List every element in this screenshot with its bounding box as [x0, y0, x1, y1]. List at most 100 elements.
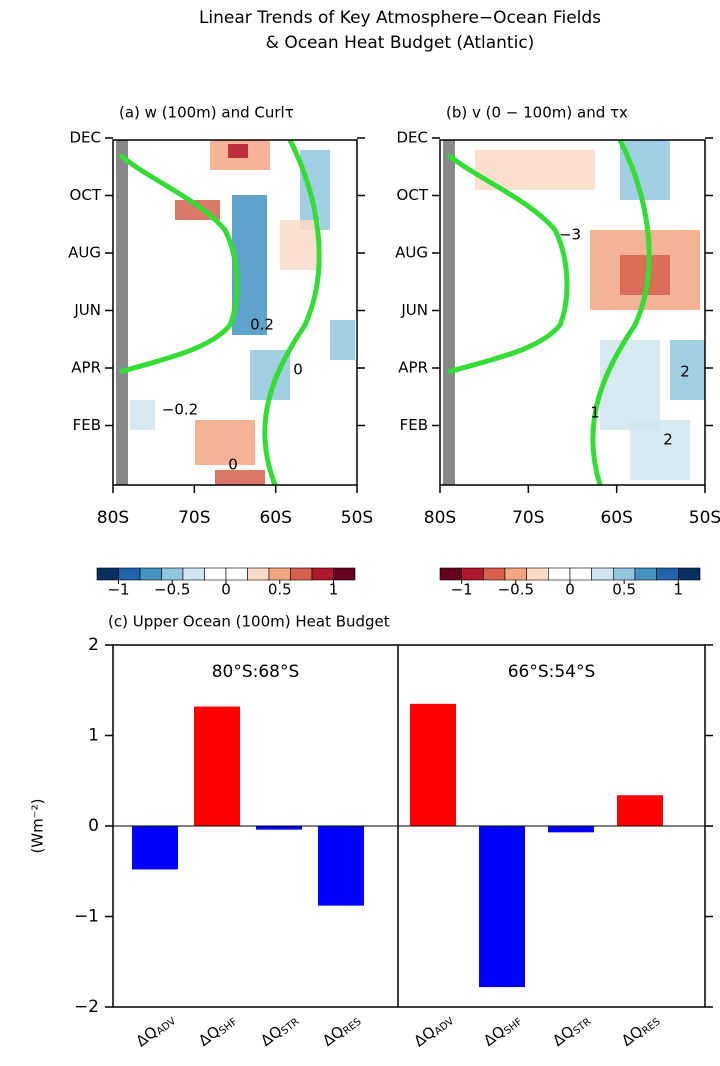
- contour-label: −3: [559, 226, 581, 244]
- category-subscript: ADV: [433, 1016, 457, 1038]
- title-line: Linear Trends of Key Atmosphere−Ocean Fi…: [199, 8, 601, 28]
- colorbar-cell: [504, 567, 527, 581]
- land-mask: [443, 140, 455, 485]
- colorbar-cell: [526, 567, 549, 581]
- category-subscript: RES: [341, 1016, 363, 1037]
- colorbar-cell: [591, 567, 614, 581]
- field-patch: [670, 340, 705, 400]
- x-tick-label: 50S: [341, 508, 373, 528]
- colorbar-cell: [247, 567, 270, 581]
- contour-label: −0.2: [162, 401, 198, 419]
- bar: [479, 826, 525, 988]
- y-tick-label: −1: [74, 907, 99, 927]
- field-patch: [620, 140, 670, 200]
- bar: [410, 703, 456, 826]
- colorbar-cell: [333, 567, 356, 581]
- bar: [617, 795, 663, 826]
- colorbar-label: 0: [565, 581, 575, 599]
- colorbar-cell: [548, 567, 571, 581]
- bar: [548, 826, 594, 833]
- contour-label: 2: [680, 363, 690, 381]
- y-tick-label: APR: [71, 359, 101, 377]
- bar: [132, 826, 178, 870]
- panel-title: (c) Upper Ocean (100m) Heat Budget: [108, 613, 390, 631]
- category-subscript: STR: [571, 1016, 593, 1037]
- category-symbol: ΔQ: [480, 1022, 508, 1050]
- colorbar-label: 0: [221, 581, 231, 599]
- category-symbol: ΔQ: [319, 1022, 347, 1050]
- colorbar-cell: [461, 567, 484, 581]
- ice-edge-line: [590, 138, 652, 486]
- y-tick-label: 1: [88, 726, 99, 746]
- x-tick-label: ΔQSHF: [195, 1010, 240, 1051]
- title-line: & Ocean Heat Budget (Atlantic): [266, 33, 535, 53]
- category-subscript: SHF: [502, 1016, 524, 1037]
- colorbar-cell: [290, 567, 313, 581]
- category-symbol: ΔQ: [195, 1022, 223, 1050]
- x-tick-label: ΔQSTR: [257, 1010, 302, 1051]
- colorbar-cell: [634, 567, 657, 581]
- x-tick-label: 70S: [512, 508, 544, 528]
- x-tick-label: 80S: [424, 508, 456, 528]
- subpanel-title: 66°S:54°S: [508, 662, 596, 682]
- bar: [256, 826, 302, 830]
- colorbar-cell: [268, 567, 291, 581]
- colorbar-cell: [311, 567, 334, 581]
- y-tick-label: OCT: [397, 186, 429, 204]
- ice-edge-line: [118, 153, 240, 375]
- y-tick-label: JUN: [73, 301, 101, 319]
- category-subscript: SHF: [217, 1016, 239, 1037]
- y-tick-label: OCT: [70, 186, 102, 204]
- contour-label: 1: [590, 404, 600, 422]
- x-tick-label: 60S: [259, 508, 291, 528]
- x-tick-label: ΔQSHF: [480, 1010, 525, 1051]
- y-tick-label: 2: [88, 635, 99, 655]
- x-tick-label: ΔQADV: [410, 1009, 456, 1051]
- y-tick-label: JUN: [400, 301, 428, 319]
- category-symbol: ΔQ: [410, 1022, 438, 1050]
- category-symbol: ΔQ: [549, 1022, 577, 1050]
- x-tick-label: ΔQADV: [132, 1009, 178, 1051]
- category-subscript: RES: [640, 1016, 662, 1037]
- colorbar-label: −1: [451, 581, 473, 599]
- colorbar-cell: [118, 567, 141, 581]
- y-tick-label: −2: [74, 997, 99, 1017]
- field-patch: [215, 470, 265, 485]
- field-patch: [600, 340, 660, 430]
- x-tick-label: ΔQRES: [319, 1010, 364, 1051]
- y-tick-label: AUG: [395, 244, 428, 262]
- panel-title: (a) w (100m) and Curlτ: [119, 104, 294, 122]
- contour-label: 0.2: [250, 316, 274, 334]
- category-symbol: ΔQ: [132, 1022, 160, 1050]
- colorbar-label: 0.5: [612, 581, 636, 599]
- y-tick-label: AUG: [68, 244, 101, 262]
- plot-frame: [112, 644, 706, 1008]
- colorbar-cell: [204, 567, 227, 581]
- colorbar-cell: [483, 567, 506, 581]
- y-axis-label: (Wm⁻²): [29, 798, 47, 853]
- panel-title: (b) v (0 − 100m) and τx: [446, 104, 628, 122]
- colorbar-cell: [439, 567, 462, 581]
- x-tick-label: 80S: [97, 508, 129, 528]
- colorbar-label: −0.5: [154, 581, 190, 599]
- y-tick-label: APR: [398, 359, 428, 377]
- colorbar-cell: [569, 567, 592, 581]
- x-tick-label: ΔQRES: [618, 1010, 663, 1051]
- field-patch: [195, 420, 255, 465]
- bar: [194, 706, 240, 826]
- colorbar-cell: [161, 567, 184, 581]
- plot-frame: [112, 139, 358, 486]
- field-patch: [630, 420, 690, 480]
- colorbar-cell: [182, 567, 205, 581]
- x-tick-label: 70S: [178, 508, 210, 528]
- field-patch: [228, 144, 248, 158]
- y-tick-label: DEC: [69, 129, 101, 147]
- ice-edge-line: [262, 138, 322, 486]
- contour-label: 2: [663, 431, 673, 449]
- y-tick-label: 0: [88, 816, 99, 836]
- x-tick-label: 60S: [600, 508, 632, 528]
- colorbar-cell: [613, 567, 636, 581]
- y-tick-label: FEB: [400, 416, 428, 434]
